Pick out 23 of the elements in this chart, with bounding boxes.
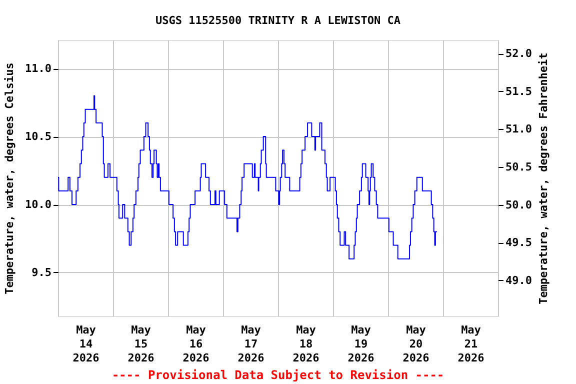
y2-tick-label: 52.0 <box>506 47 532 60</box>
y2-tick-label: 49.0 <box>506 274 532 287</box>
y-tick-label: 10.0 <box>25 198 52 212</box>
text: ---- Provisional Data Subject to Revision ---- <box>112 368 444 382</box>
x-tick-label: May 14 2026 <box>72 324 100 364</box>
y-tick-label: 11.0 <box>25 62 52 76</box>
y2-tick-label: 51.0 <box>506 122 532 136</box>
x-tick-label: May 21 2026 <box>458 324 485 364</box>
x-tick-label: May 19 2026 <box>348 324 375 364</box>
y-tick-label: 9.5 <box>32 266 52 279</box>
chart-title: USGS 11525500 TRINITY R A LEWISTON CA <box>155 14 401 27</box>
x-tick-label: May 20 2026 <box>402 324 430 364</box>
x-tick-label: May 15 2026 <box>128 324 155 364</box>
x-tick-label: May 16 2026 <box>182 324 210 364</box>
y2-tick-label: 50.5 <box>506 160 532 174</box>
y2-tick-label: 50.0 <box>506 198 532 212</box>
y2-tick-label: 49.5 <box>506 236 532 250</box>
y-tick-label: 10.5 <box>25 130 52 144</box>
y-axis-title: Temperature, water, degrees Celsius <box>3 62 16 294</box>
x-tick-label: May 18 2026 <box>292 324 320 364</box>
y2-axis-title: Temperature, water, degrees Fahrenheit <box>536 52 550 304</box>
y2-tick-label: 51.5 <box>506 84 532 98</box>
x-tick-label: May 17 2026 <box>238 324 265 364</box>
